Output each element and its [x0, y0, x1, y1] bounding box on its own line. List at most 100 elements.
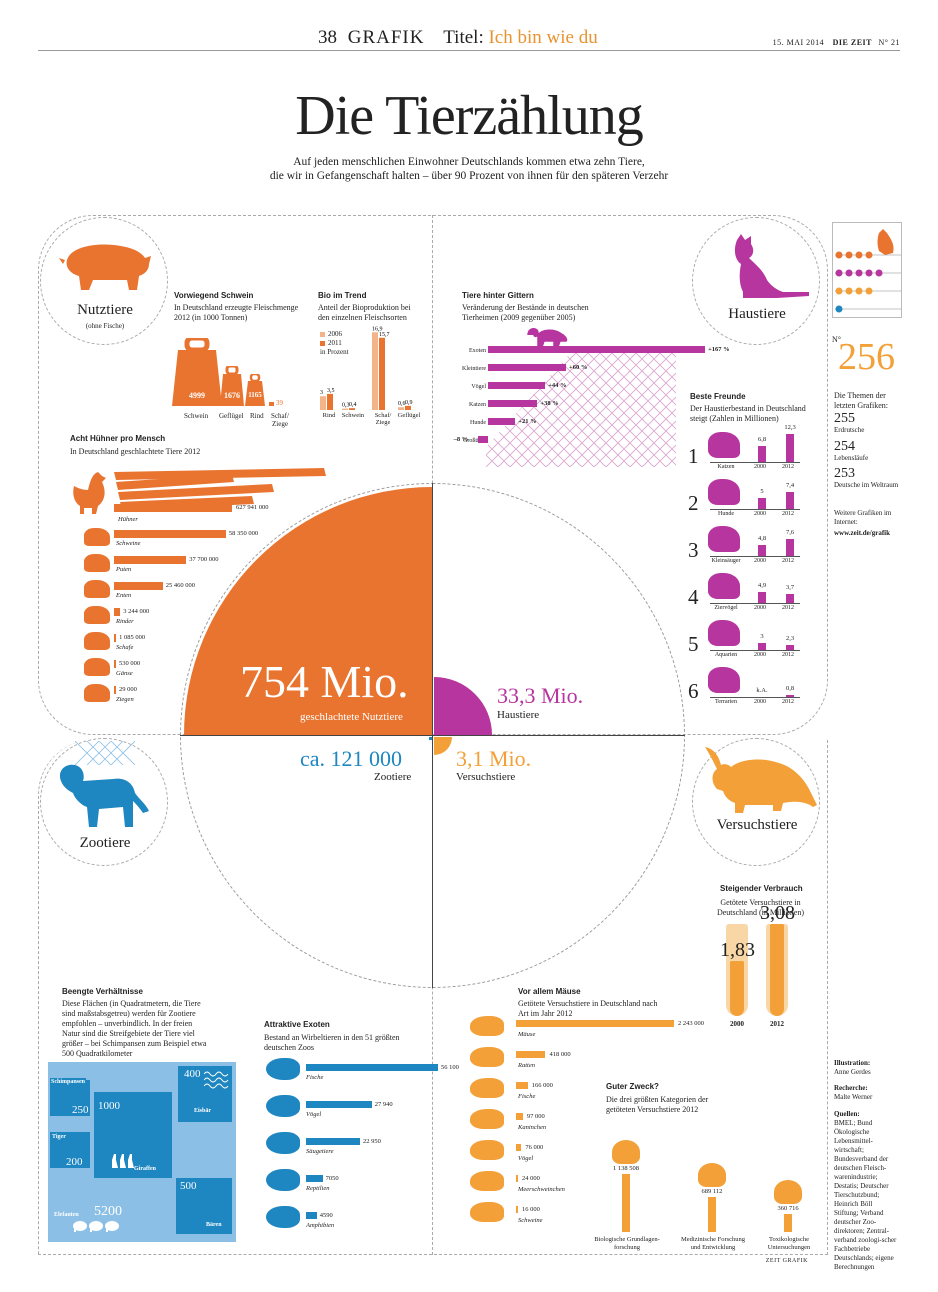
weight-label-schwein: Schwein [184, 412, 209, 420]
maeuse-value: 16 000 [522, 1206, 540, 1213]
sidebar-item-254-number: 254 [834, 439, 855, 454]
exoten-label: Fische [306, 1074, 324, 1081]
huehner-value: 627 941 000 [236, 504, 269, 511]
lab-animal-icon [470, 1047, 504, 1067]
weight-rind [245, 374, 265, 406]
issue-info: 15. MAI 2014 DIE ZEIT N° 21 [773, 38, 900, 47]
zweck-icon [698, 1162, 726, 1187]
bio-value: 15,7 [379, 332, 390, 338]
abacus [832, 222, 902, 318]
huehner-bar [114, 556, 187, 564]
maeuse-title: Vor allem Mäuse [518, 987, 581, 996]
bio-value: 16,9 [372, 326, 383, 332]
zootiere-badge: Zootiere [40, 738, 168, 866]
freunde-value-2000: 3 [760, 633, 764, 641]
bio-bar [398, 407, 404, 410]
maeuse-bar [516, 1051, 546, 1058]
huehner-label: Schafe [116, 644, 134, 651]
versuchstiere-label: Versuchstiere [716, 817, 798, 833]
zootiere-big-value: ca. 121 000 [300, 746, 403, 771]
sidebar-url[interactable]: www.zeit.de/grafik [834, 529, 890, 537]
huehner-label: Gänse [116, 670, 133, 677]
huehner-value: 58 350 000 [228, 530, 259, 537]
pig-icon [59, 244, 151, 290]
freunde-bar-2012 [786, 594, 794, 603]
area-giraffen-label: Giraffen [134, 1166, 156, 1172]
huehner-bar [114, 608, 121, 616]
freunde-value-2012: 0,8 [785, 685, 795, 693]
huehner-label: Ziegen [116, 696, 134, 703]
huehner-value: 29 000 [119, 686, 137, 693]
title-prefix: Titel: [443, 27, 484, 48]
zoo-animal-icon [266, 1206, 300, 1228]
verbrauch-desc: Getötete Versuchstiere in Deutschland (i… [716, 898, 805, 917]
bio-bar [342, 408, 348, 410]
circle-v-axis [432, 483, 433, 988]
versuchstiere-badge: Versuchstiere [692, 738, 820, 866]
page-header: 38 GRAFIK Titel: Ich bin wie du [318, 27, 598, 49]
zweck-icon [612, 1140, 640, 1164]
freunde-year: 2012 [782, 511, 794, 517]
zootiere-label: Zootiere [79, 835, 131, 851]
gitter-title: Tiere hinter Gittern [462, 291, 534, 300]
bio-value: 3,5 [327, 388, 335, 394]
freunde-year: 2012 [782, 558, 794, 564]
huehner-chart: Hühner 627 941 000 58 350 000 Schweine 37 70… [70, 500, 330, 710]
schwein-title: Vorwiegend Schwein [174, 291, 254, 300]
huehner-value: 1 085 000 [119, 634, 146, 641]
maeuse-bar [516, 1175, 518, 1182]
sidebar-item-253-title: Deutsche im Weltraum [834, 481, 899, 489]
freunde-bar-2012 [786, 538, 794, 556]
bio-bar [327, 393, 333, 410]
freunde-title: Beste Freunde [690, 392, 746, 401]
gitter-label: Großtiere [463, 438, 486, 444]
zootiere-big-caption: Zootiere [374, 771, 412, 783]
freunde-baseline [710, 650, 800, 651]
nutztiere-note: (ohne Fische) [85, 322, 125, 330]
sidebar-item-253-number: 253 [834, 466, 855, 481]
maeuse-label: Fische [518, 1093, 536, 1100]
freunde-year: 2012 [782, 699, 794, 705]
pet-icon [708, 526, 740, 552]
bio-chart: 3 3,5 0,3 0,4 16,915,7 0,6 0,9 [320, 326, 413, 410]
bio-bar [320, 396, 326, 410]
huehner-value: 530 000 [119, 660, 141, 667]
area-schimpansen-value: 250 [72, 1104, 89, 1116]
animal-icon [84, 684, 110, 702]
freunde-baseline [710, 509, 800, 510]
huehner-bar [114, 504, 232, 512]
gitter-label: Hunde [470, 420, 486, 426]
section-name: GRAFIK [347, 27, 425, 48]
exoten-value: 56 100 [441, 1064, 459, 1071]
animal-icon [84, 554, 110, 572]
versuchstiere-big-value: 3,1 Mio. [456, 746, 532, 771]
cat-icon [734, 234, 809, 298]
pet-icon [708, 620, 740, 646]
weight-gefluegel [220, 366, 244, 406]
zweck-icon [774, 1179, 802, 1204]
maeuse-value: 166 000 [531, 1082, 553, 1089]
subtitle-line-2: die wir in Gefangenschaft halten – über … [269, 170, 669, 182]
zweck-label: Biologische Grundlagen-forschung [594, 1236, 660, 1251]
bio-category-label: Schwein [341, 412, 365, 419]
quellen-heading: Quellen: [834, 1110, 860, 1118]
huehner-label: Schweine [116, 540, 141, 547]
freunde-year: 2000 [754, 605, 766, 611]
zoo-area-map: Schimpansen 250 1000 Giraffen 400 Eisbär… [48, 1062, 236, 1242]
gitter-bar [477, 436, 488, 443]
maeuse-label: Vögel [518, 1155, 534, 1162]
huehner-label: Enten [116, 592, 132, 599]
weight-value-gefluegel: 1676 [224, 391, 240, 400]
bio-desc: Anteil der Bioproduktion bei den einzeln… [318, 303, 411, 322]
gitter-value: +60 % [569, 364, 588, 371]
footer-credit: ZEIT GRAFIK [765, 1258, 808, 1264]
sidebar-intro: Die Themen der letzten Grafiken: [834, 391, 888, 410]
huehner-bar [114, 530, 226, 538]
freunde-value-2012: 7,6 [785, 528, 795, 536]
exoten-bar [306, 1175, 323, 1182]
zweck-chart: 1 138 508 Biologische Grundlagen-forschun… [588, 1118, 824, 1251]
maeuse-chart: 2 243 000 Mäuse 418 000 Ratten 166 000 Fische… [466, 1016, 716, 1241]
bio-legend: 2006 2011 in Prozent [320, 330, 349, 357]
maeuse-value: 97 000 [526, 1113, 545, 1120]
exoten-label: Amphibien [306, 1222, 335, 1229]
